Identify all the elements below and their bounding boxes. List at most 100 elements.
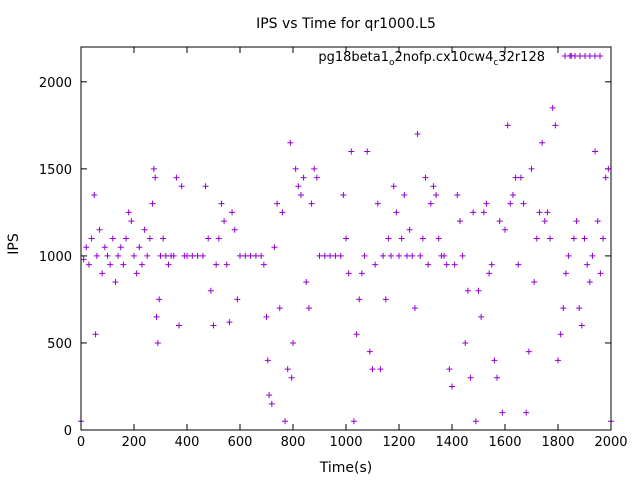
data-point xyxy=(385,235,392,242)
data-point xyxy=(358,270,365,277)
data-point xyxy=(502,226,508,233)
data-point xyxy=(189,252,196,259)
data-point xyxy=(472,418,479,425)
data-point xyxy=(242,252,249,259)
data-point xyxy=(290,339,296,346)
data-point xyxy=(226,319,233,326)
data-point xyxy=(464,287,471,294)
data-point xyxy=(292,165,299,172)
data-point xyxy=(88,235,95,242)
data-point xyxy=(491,357,498,364)
data-point xyxy=(157,252,164,259)
data-point xyxy=(112,279,119,286)
data-point xyxy=(327,252,334,259)
data-point xyxy=(264,357,271,364)
data-point xyxy=(117,244,124,251)
data-point xyxy=(600,235,607,242)
data-point xyxy=(311,165,318,172)
data-point xyxy=(316,252,323,259)
data-point xyxy=(515,261,522,268)
data-point xyxy=(287,139,294,146)
data-point xyxy=(348,148,355,155)
data-point xyxy=(547,235,554,242)
data-point xyxy=(353,331,360,338)
data-point xyxy=(369,366,376,373)
x-axis-label: Time(s) xyxy=(319,460,372,476)
data-point xyxy=(372,261,379,268)
data-point xyxy=(419,235,426,242)
data-point xyxy=(570,235,577,242)
data-point xyxy=(237,252,243,259)
data-point xyxy=(184,252,190,259)
data-point xyxy=(221,218,228,225)
data-point xyxy=(149,200,156,207)
data-point xyxy=(578,322,585,329)
data-point xyxy=(470,209,477,216)
data-point xyxy=(282,418,289,425)
data-point xyxy=(313,174,320,181)
data-point xyxy=(138,261,145,268)
data-point xyxy=(141,226,148,233)
data-point xyxy=(541,218,548,225)
data-point xyxy=(388,252,395,259)
data-point xyxy=(435,235,442,242)
data-point xyxy=(504,122,511,129)
data-point xyxy=(146,235,153,242)
legend: pg18beta1o2nofp.cx10cw4c32r128 xyxy=(318,50,603,68)
data-point xyxy=(597,270,604,277)
data-point xyxy=(125,209,132,216)
data-point xyxy=(512,174,519,181)
data-point xyxy=(451,261,458,268)
data-point xyxy=(499,409,506,416)
data-point xyxy=(284,366,291,373)
data-point xyxy=(560,305,567,312)
data-point xyxy=(446,366,453,373)
data-point xyxy=(356,296,363,303)
data-point xyxy=(210,322,217,329)
data-point xyxy=(93,252,100,259)
data-point xyxy=(345,270,352,277)
data-point xyxy=(274,200,281,207)
x-tick-label: 2000 xyxy=(594,435,627,450)
data-point xyxy=(109,235,116,242)
data-point xyxy=(398,235,405,242)
legend-label: pg18beta1o2nofp.cx10cw4c32r128 xyxy=(318,50,545,68)
data-point xyxy=(589,252,596,259)
data-point xyxy=(401,191,408,198)
data-point xyxy=(133,270,140,277)
data-point xyxy=(528,165,535,172)
y-tick-label: 0 xyxy=(64,424,72,439)
data-point xyxy=(205,235,212,242)
data-point xyxy=(507,200,514,207)
data-point xyxy=(462,339,469,346)
data-point xyxy=(213,261,220,268)
data-point xyxy=(531,279,538,286)
data-point xyxy=(247,252,254,259)
data-point xyxy=(321,252,328,259)
data-point xyxy=(170,252,177,259)
data-point xyxy=(417,252,424,259)
data-point xyxy=(92,331,99,338)
data-point xyxy=(380,252,387,259)
data-point xyxy=(483,200,490,207)
data-point xyxy=(586,279,593,286)
data-point xyxy=(263,313,270,320)
data-point xyxy=(340,191,347,198)
y-tick-label: 2000 xyxy=(39,76,72,91)
data-point xyxy=(430,183,437,190)
data-point xyxy=(234,296,241,303)
data-point xyxy=(215,235,222,242)
y-tick-label: 1500 xyxy=(39,163,72,178)
data-point xyxy=(91,191,98,198)
data-point xyxy=(393,209,400,216)
data-point xyxy=(96,226,103,233)
data-point xyxy=(581,235,588,242)
data-point xyxy=(605,165,612,172)
data-point xyxy=(425,261,432,268)
data-point xyxy=(594,218,601,225)
data-point xyxy=(536,209,543,216)
data-point xyxy=(443,261,450,268)
data-point xyxy=(467,374,474,381)
x-tick-label: 200 xyxy=(122,435,147,450)
